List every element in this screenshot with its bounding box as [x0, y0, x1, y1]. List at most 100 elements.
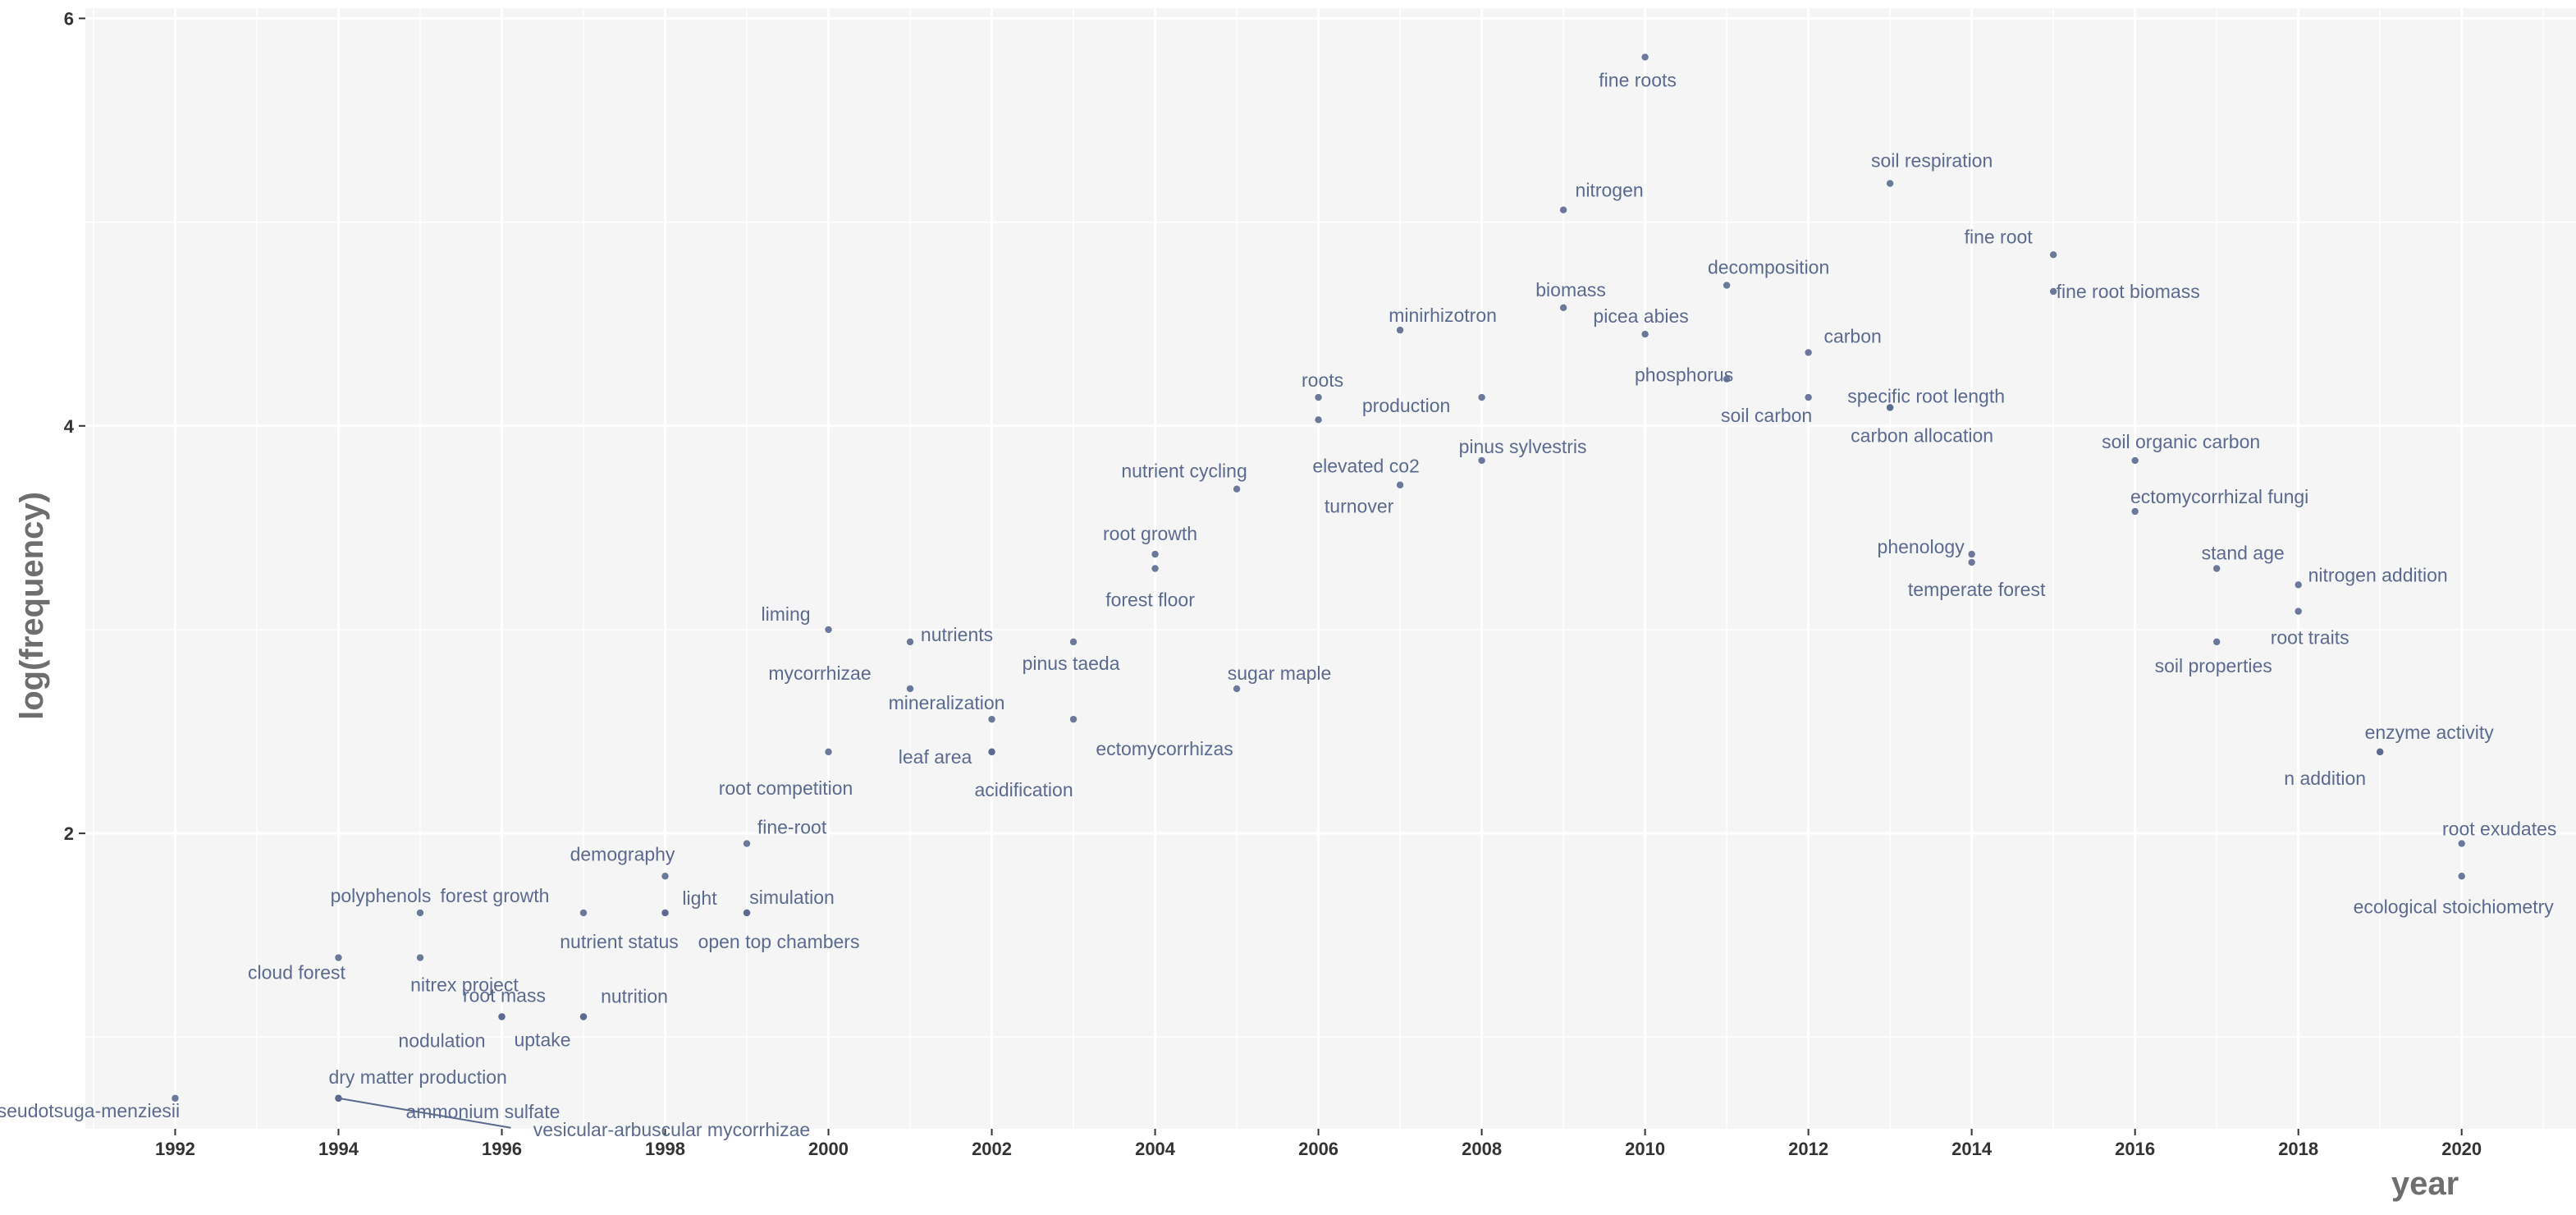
x-axis-title: year — [2391, 1166, 2459, 1202]
data-label: n addition — [2284, 768, 2366, 789]
data-label: root mass — [463, 985, 546, 1006]
data-label: pseudotsuga-menziesii — [0, 1100, 180, 1121]
data-label: elevated co2 — [1312, 455, 1419, 476]
x-tick-label: 1994 — [318, 1139, 359, 1159]
data-point — [2131, 456, 2139, 465]
data-point — [2458, 873, 2465, 880]
data-point — [825, 626, 832, 634]
data-point — [1723, 375, 1731, 383]
data-label: nitrogen — [1576, 180, 1644, 201]
data-point — [1805, 349, 1812, 356]
data-label: root exudates — [2442, 818, 2556, 840]
data-point — [2295, 581, 2302, 589]
data-label: ectomycorrhizal fungi — [2130, 486, 2308, 507]
tick-labels: 1992 1994 1996 1998 2000 2002 2004 2006 2008 2010… — [64, 8, 2482, 1159]
data-point — [2131, 507, 2139, 516]
data-label: sugar maple — [1228, 663, 1332, 684]
x-tick-label: 2000 — [808, 1139, 849, 1159]
data-label: nitrogen addition — [2308, 564, 2448, 585]
x-tick-label: 2012 — [1788, 1139, 1828, 1159]
data-label: nutrient status — [560, 931, 678, 952]
data-point — [743, 840, 751, 847]
data-label: light — [682, 887, 717, 909]
data-label: carbon allocation — [1851, 424, 1993, 446]
data-point — [1559, 304, 1567, 312]
data-label: nutrition — [601, 986, 668, 1007]
x-tick-label: 2014 — [1951, 1139, 1993, 1159]
data-point — [1968, 558, 1975, 566]
y-axis-title: log(frequency) — [14, 492, 50, 720]
data-label: uptake — [514, 1029, 570, 1051]
data-label: stand age — [2202, 543, 2285, 564]
data-point — [661, 909, 669, 917]
data-label: decomposition — [1708, 257, 1829, 278]
data-label: nutrient cycling — [1121, 461, 1247, 482]
data-label: fine roots — [1599, 70, 1677, 91]
data-label: forest growth — [441, 885, 550, 906]
data-point — [2049, 287, 2057, 296]
data-label: specific root length — [1847, 385, 2005, 406]
data-point — [172, 1094, 179, 1102]
data-label: enzyme activity — [2365, 722, 2495, 743]
x-tick-label: 2020 — [2441, 1139, 2482, 1159]
data-label: acidification — [974, 779, 1073, 800]
data-point — [906, 638, 914, 646]
data-point — [1641, 53, 1649, 61]
data-point — [1968, 550, 1975, 558]
data-point — [1396, 481, 1404, 488]
data-label: temperate forest — [1908, 579, 2046, 600]
data-point — [2295, 608, 2302, 615]
x-tick-label: 1996 — [482, 1139, 522, 1159]
data-label: fine-root — [757, 817, 827, 838]
data-point — [498, 1013, 506, 1020]
data-point — [1805, 393, 1812, 401]
data-point — [1641, 330, 1649, 338]
data-label: forest floor — [1105, 589, 1195, 611]
axis-ticks — [79, 17, 2463, 1135]
data-point — [1069, 638, 1078, 646]
x-tick-label: 2006 — [1298, 1139, 1338, 1159]
leader-lines — [338, 1097, 511, 1129]
data-label: fine root biomass — [2057, 281, 2200, 302]
data-label: mineralization — [889, 692, 1005, 713]
y-tick-label: 4 — [64, 416, 75, 437]
grid-major — [85, 8, 2576, 1129]
y-tick-label: 6 — [64, 8, 74, 29]
data-point — [1886, 404, 1894, 411]
data-point — [579, 1013, 588, 1020]
data-point — [335, 1094, 342, 1102]
data-label: polyphenols — [331, 885, 432, 906]
data-label: root traits — [2271, 627, 2350, 649]
data-label: turnover — [1325, 496, 1394, 517]
data-label: dry matter production — [328, 1066, 506, 1088]
data-point — [1151, 565, 1159, 572]
data-point — [743, 909, 751, 917]
data-label: nutrients — [921, 624, 993, 645]
data-label: roots — [1302, 369, 1343, 391]
data-label: biomass — [1535, 279, 1606, 300]
data-label: root competition — [719, 777, 853, 799]
x-tick-label: 2018 — [2278, 1139, 2318, 1159]
plot-panel — [85, 8, 2576, 1129]
data-point — [1151, 550, 1159, 558]
data-label: vesicular-arbuscular mycorrhizae — [533, 1119, 810, 1140]
data-label: leaf area — [899, 746, 972, 768]
data-point — [1886, 180, 1894, 187]
x-tick-label: 1992 — [155, 1139, 195, 1159]
data-point — [1233, 485, 1241, 493]
x-tick-label: 2002 — [972, 1139, 1012, 1159]
data-point — [988, 748, 995, 756]
data-point — [2212, 565, 2221, 572]
data-point — [1233, 685, 1241, 693]
data-label: soil properties — [2155, 655, 2272, 676]
data-label: ammonium sulfate — [406, 1101, 560, 1122]
data-point — [1723, 282, 1731, 289]
data-point — [416, 954, 424, 961]
data-points — [172, 53, 2465, 1102]
data-label: soil respiration — [1871, 149, 1993, 171]
data-label: mycorrhizae — [768, 663, 871, 684]
data-point — [1478, 393, 1485, 401]
data-point — [661, 873, 669, 880]
data-label: simulation — [749, 887, 835, 908]
data-label: pinus taeda — [1023, 653, 1120, 674]
